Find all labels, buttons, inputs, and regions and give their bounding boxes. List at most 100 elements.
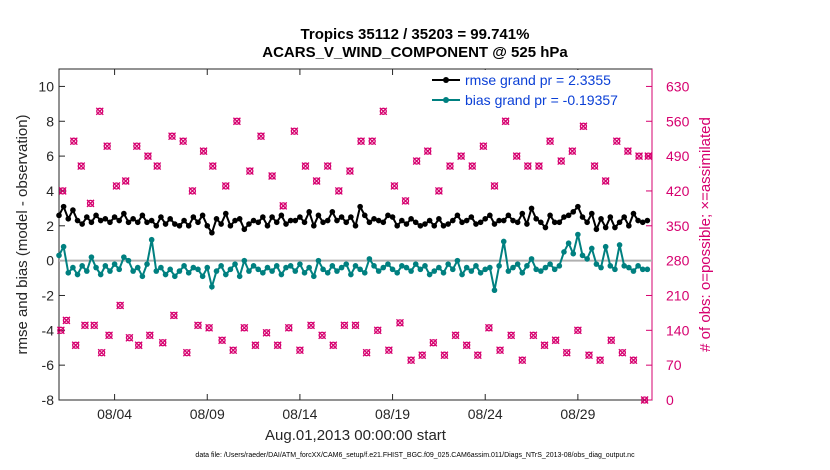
obs-assimilated-point: [529, 331, 538, 340]
rmse-point: [102, 216, 109, 222]
bias-point: [422, 263, 428, 269]
obs-possible-point: [390, 182, 399, 190]
bias-point: [83, 268, 90, 274]
y2-tick-label: 0: [666, 392, 674, 408]
rmse-point: [130, 216, 136, 222]
obs-assimilated-point: [407, 356, 416, 365]
rmse-point: [139, 212, 146, 219]
obs-assimilated-point: [284, 323, 293, 332]
bias-point: [209, 283, 215, 290]
x-tick-label: 08/04: [97, 406, 132, 422]
y-tick-label: -2: [42, 287, 55, 303]
obs-possible-point: [334, 186, 343, 195]
rmse-point: [533, 216, 539, 222]
bias-point: [70, 264, 76, 271]
rmse-point: [440, 222, 447, 229]
bias-point: [449, 266, 456, 273]
bias-point: [491, 287, 498, 294]
rmse-point: [144, 219, 150, 226]
bias-point: [311, 273, 317, 280]
bias-point: [315, 257, 322, 264]
bias-point: [190, 264, 197, 271]
rmse-point: [167, 216, 173, 222]
bias-point: [644, 266, 651, 273]
bias-point: [287, 263, 294, 269]
rmse-point: [491, 221, 498, 227]
obs-assimilated-point: [373, 326, 382, 335]
rmse-point: [588, 210, 595, 217]
obs-possible-point: [268, 172, 277, 180]
rmse-point: [269, 214, 275, 220]
obs-assimilated-point: [194, 321, 202, 330]
obs-assimilated-point: [440, 351, 449, 360]
rmse-point: [542, 224, 549, 231]
y2-tick-label: 70: [666, 357, 682, 373]
obs-assimilated-point: [607, 336, 616, 345]
obs-possible-point: [188, 186, 197, 195]
rmse-point: [547, 212, 553, 219]
rmse-point: [459, 219, 465, 226]
bias-point: [366, 256, 373, 262]
obs-assimilated-point: [396, 318, 404, 327]
rmse-point: [394, 222, 400, 229]
rmse-point: [185, 222, 192, 229]
obs-assimilated-point: [451, 331, 460, 340]
bias-point: [463, 264, 470, 271]
rmse-point: [463, 217, 470, 224]
rmse-point: [79, 221, 85, 227]
bias-point: [269, 268, 275, 274]
x-tick-label: 08/29: [560, 406, 595, 422]
obs-assimilated-point: [362, 348, 371, 357]
bias-point: [329, 263, 336, 269]
y-tick-label: -4: [42, 322, 55, 338]
bias-point: [167, 266, 173, 273]
bias-point: [431, 268, 438, 274]
rmse-point: [116, 217, 123, 224]
y-tick-label: 0: [46, 253, 54, 269]
rmse-point: [561, 214, 567, 220]
rmse-point: [162, 221, 169, 227]
obs-assimilated-point: [318, 331, 327, 340]
bias-point: [60, 243, 67, 250]
y2-tick-label: 490: [666, 148, 690, 164]
rmse-point: [301, 219, 308, 226]
bias-point: [598, 264, 604, 271]
obs-possible-point: [612, 137, 621, 146]
obs-possible-point: [58, 186, 67, 195]
x-tick-label: 08/24: [468, 406, 503, 422]
bias-point: [565, 240, 572, 247]
chart-title: Tropics 35112 / 35203 = 99.741%: [300, 26, 530, 43]
rmse-point: [445, 221, 451, 227]
rmse-point: [408, 216, 414, 222]
y-tick-label: 4: [46, 183, 54, 199]
obs-possible-point: [77, 162, 86, 171]
obs-assimilated-point: [134, 341, 143, 350]
bias-point: [454, 257, 461, 264]
obs-assimilated-point: [540, 341, 549, 350]
obs-possible-point: [179, 137, 188, 146]
rmse-point: [473, 221, 479, 227]
bias-point: [477, 270, 484, 276]
obs-assimilated-point: [218, 336, 227, 345]
rmse-point: [514, 219, 521, 226]
obs-possible-point: [112, 182, 121, 190]
rmse-point: [264, 222, 271, 229]
obs-possible-point: [132, 142, 141, 151]
rmse-point: [644, 217, 651, 224]
bias-point: [236, 273, 243, 280]
rmse-point: [56, 212, 62, 219]
bias-point: [264, 264, 271, 271]
rmse-point: [176, 222, 183, 229]
rmse-point: [593, 226, 600, 233]
bias-point: [213, 268, 220, 274]
y2-tick-label: 140: [666, 322, 690, 338]
rmse-point: [352, 222, 359, 229]
bias-point: [375, 268, 382, 274]
obs-possible-point: [245, 167, 254, 175]
obs-assimilated-point: [116, 301, 125, 310]
bias-point: [371, 263, 377, 269]
rmse-point: [181, 217, 187, 224]
obs-assimilated-point: [62, 316, 71, 325]
y2-tick-label: 420: [666, 183, 690, 199]
obs-assimilated-point: [351, 321, 360, 330]
